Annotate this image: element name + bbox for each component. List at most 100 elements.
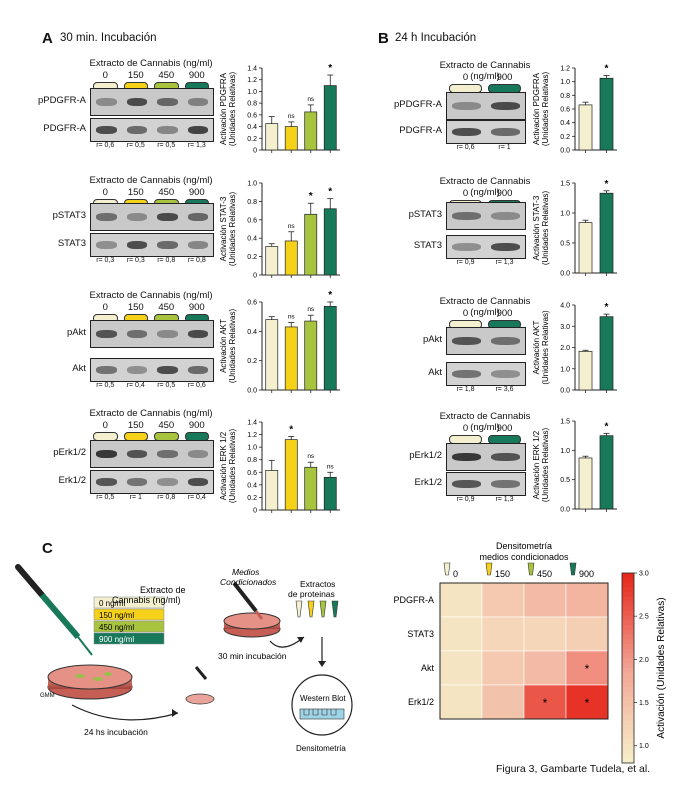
colorbar-segment xyxy=(622,710,634,716)
ratio-value: r= 1 xyxy=(498,144,511,151)
blot-band xyxy=(187,126,208,134)
legend-150: 150 ng/ml xyxy=(99,611,134,620)
tube-icon xyxy=(485,562,493,576)
lane-concentration: 900 xyxy=(496,72,513,83)
culture-dish-icon xyxy=(47,664,133,700)
bar xyxy=(284,439,298,511)
legend-0: 0 ng/ml xyxy=(99,599,125,608)
blot-protein-label: STAT3 xyxy=(57,238,86,249)
blot-band xyxy=(126,478,147,486)
blot-band xyxy=(452,243,481,251)
blot-band xyxy=(452,370,481,378)
blot-band xyxy=(452,480,481,488)
colorbar-segment xyxy=(622,748,634,754)
significance-label: * xyxy=(605,421,609,432)
bar-chart: 0 0.2 0.4 0.6 0.8 1.0 1.2 1.4 * ns ns Activación ER… xyxy=(219,420,340,515)
colorbar-segment xyxy=(622,630,634,636)
blot-band xyxy=(187,478,208,486)
colorbar-segment xyxy=(622,615,634,621)
blot-band xyxy=(452,337,481,345)
bar xyxy=(599,435,614,510)
colorbar-segment xyxy=(622,691,634,697)
blot-image xyxy=(446,120,526,144)
blot-band xyxy=(126,366,147,374)
blot-image xyxy=(446,327,526,355)
pipette-icon xyxy=(15,564,93,656)
y-tick-label: 1.0 xyxy=(247,181,257,188)
blot-band xyxy=(126,241,147,249)
extract-label-line1: Extracto de xyxy=(140,585,186,595)
heatmap-significance: * xyxy=(585,696,590,710)
bar xyxy=(578,457,593,510)
ratio-value: r= 0,4 xyxy=(187,494,206,501)
blot-protein-label: STAT3 xyxy=(413,240,442,251)
heatmap-cell xyxy=(523,582,567,618)
bar xyxy=(265,470,279,511)
bar xyxy=(304,466,318,511)
y-tick-label: 1.4 xyxy=(247,66,257,73)
ratio-value: r= 3,6 xyxy=(495,386,514,393)
ratio-value: r= 0,5 xyxy=(157,142,176,149)
y-tick-label: 0 xyxy=(253,273,257,280)
lane-concentration: 0 xyxy=(102,70,108,81)
blot-header: Extracto de Cannabis (ng/ml) xyxy=(439,411,531,433)
y-tick-label: 0.0 xyxy=(560,271,570,278)
y-tick-label: 0.2 xyxy=(247,358,257,365)
heatmap-cell xyxy=(439,582,483,618)
blot-band xyxy=(187,330,208,338)
incub-24h-label: 24 hs incubación xyxy=(84,727,148,737)
y-tick-label: 0.4 xyxy=(247,482,257,489)
bar xyxy=(578,222,593,274)
colorbar-label: Activación (Unidades Relativas) xyxy=(656,597,667,738)
y-tick-label: 0.8 xyxy=(247,199,257,206)
medios-label-line2: Condicionados xyxy=(220,577,277,587)
heatmap-cell xyxy=(439,684,483,720)
ratio-value: r= 0,5 xyxy=(96,382,115,389)
colorbar-segment xyxy=(622,744,634,750)
colorbar-segment xyxy=(622,682,634,688)
heatmap-row-label: Akt xyxy=(421,663,435,673)
significance-label: * xyxy=(605,64,609,75)
y-tick-label: 0.4 xyxy=(247,124,257,131)
y-tick-label: 1.5 xyxy=(560,181,570,188)
colorbar-segment xyxy=(622,649,634,655)
y-axis-label: Activación ERK 1/2 xyxy=(532,430,541,499)
colorbar-tick-label: 1.0 xyxy=(639,743,649,750)
bar xyxy=(578,104,593,151)
blot-band xyxy=(96,98,117,106)
y-tick-label: 1.5 xyxy=(560,419,570,426)
y-tick-label: 0.6 xyxy=(560,107,570,114)
heatmap-column-label: 150 xyxy=(495,569,510,579)
colorbar-segment xyxy=(622,720,634,726)
blot-band xyxy=(96,241,117,249)
extractos-label-line1: Extractos xyxy=(300,579,335,589)
heatmap-significance: * xyxy=(543,696,548,710)
blot-band xyxy=(126,450,147,458)
lane-concentration: 450 xyxy=(158,420,175,431)
blot-header: Extracto de Cannabis (ng/ml) xyxy=(439,176,531,198)
colorbar-segment xyxy=(622,672,634,678)
colorbar-segment xyxy=(622,701,634,707)
ratio-value: r= 0,8 xyxy=(187,257,206,264)
lane-concentration: 150 xyxy=(127,420,144,431)
blot-protein-label: pPDGFR-A xyxy=(393,99,442,110)
colorbar-segment xyxy=(622,592,634,598)
y-tick-label: 1.0 xyxy=(247,445,257,452)
ratio-value: r= 1,3 xyxy=(187,142,206,149)
legend-swatches xyxy=(93,596,165,645)
blot-band xyxy=(96,330,117,338)
ratio-value: r= 1,3 xyxy=(495,259,514,266)
densitometria-label: Densitometría xyxy=(296,744,346,753)
colorbar-segment xyxy=(622,634,634,640)
y-tick-label: 2.0 xyxy=(560,345,570,352)
panel-b-letter: B xyxy=(378,30,389,47)
arrow-to-tubes-icon xyxy=(269,636,305,648)
y-axis-label: (Unidades Relativas) xyxy=(228,72,237,147)
blot-band xyxy=(491,212,520,220)
colorbar-segment xyxy=(622,725,634,731)
significance-label: * xyxy=(605,179,609,190)
colorbar-segment xyxy=(622,687,634,693)
blot-header: Extracto de Cannabis (ng/ml) xyxy=(89,290,213,301)
blot-image xyxy=(90,320,214,348)
